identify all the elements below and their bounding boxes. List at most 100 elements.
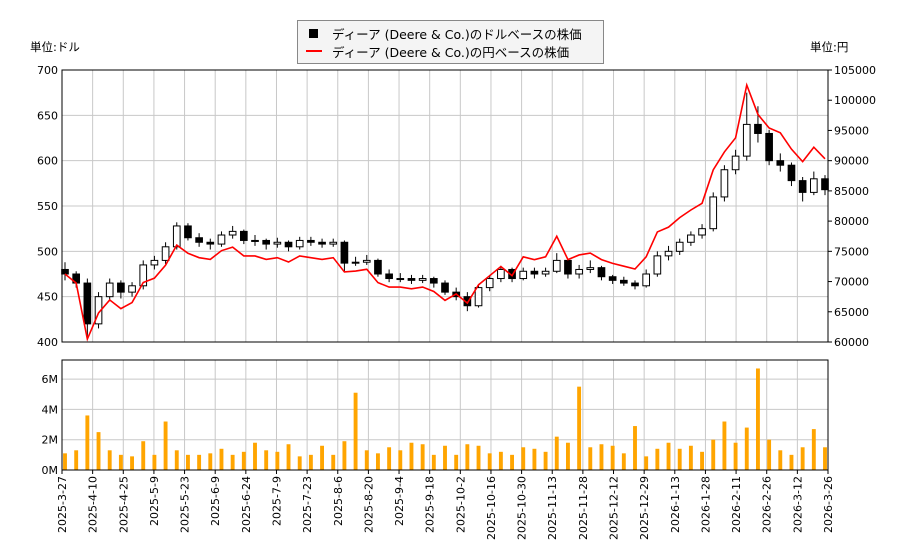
candle-up [396, 278, 405, 281]
legend: ディーア (Deere & Co.)のドルベースの株価 ディーア (Deere … [297, 20, 604, 64]
volume-bar [431, 454, 436, 470]
candle-up [128, 285, 136, 293]
candle-down [83, 282, 92, 325]
right-y-tick-label: 80000 [834, 215, 869, 228]
candle-up [698, 228, 706, 236]
volume-y-tick-label: 4M [42, 403, 59, 416]
volume-bar [800, 447, 805, 470]
candle-up [519, 270, 528, 280]
candle-up [675, 241, 684, 252]
volume-bar [342, 441, 347, 470]
candle-up [552, 259, 561, 272]
right-y-tick-label: 95000 [834, 124, 869, 137]
right-y-tick-label: 70000 [834, 276, 869, 289]
volume-bar [811, 429, 816, 470]
volume-y-tick-label: 0M [42, 464, 59, 477]
volume-bar [722, 421, 727, 470]
candle-up [139, 264, 148, 287]
candle-up [474, 287, 483, 307]
candle-down [307, 239, 315, 243]
volume-plot-frame [61, 359, 829, 471]
legend-entry-usd: ディーア (Deere & Co.)のドルベースの株価 [306, 24, 582, 42]
volume-bar [778, 450, 783, 470]
x-tick-label: 2025-10-30 [516, 476, 529, 540]
volume-bar [174, 450, 179, 470]
volume-y-tick-label: 2M [42, 434, 59, 447]
volume-bar [454, 454, 459, 470]
candle-down [619, 279, 628, 284]
left-y-tick-label: 600 [37, 155, 58, 168]
volume-bar [465, 444, 470, 470]
volume-bar [711, 439, 716, 470]
candle-up [362, 259, 371, 263]
volume-bar [253, 442, 257, 470]
volume-bar [96, 432, 101, 470]
right-y-tick-label: 105000 [834, 64, 876, 77]
x-tick-label: 2025-4-25 [117, 476, 130, 533]
x-tick-label: 2025-3-27 [56, 476, 69, 533]
volume-bar [733, 442, 738, 470]
candle-down [318, 241, 326, 245]
volume-bar [409, 442, 414, 470]
x-tick-label: 2025-6-24 [240, 476, 253, 533]
candle-up [653, 255, 662, 275]
x-tick-label: 2025-11-28 [577, 476, 590, 540]
right-y-tick-label: 65000 [834, 306, 869, 319]
candle-down [407, 278, 416, 281]
volume-bar [476, 445, 481, 470]
candle-down [429, 278, 438, 284]
left-y-tick-label: 450 [37, 291, 58, 304]
volume-bar [610, 445, 615, 470]
candle-down [61, 268, 69, 275]
candle-up [687, 234, 695, 243]
volume-bar [364, 450, 369, 470]
volume-bar [543, 451, 548, 470]
x-tick-label: 2025-7-23 [301, 476, 314, 533]
yen-price-line [64, 82, 826, 342]
volume-bar [219, 448, 224, 470]
candle-up [273, 241, 282, 245]
volume-bar [487, 453, 492, 470]
volume-bar [353, 392, 358, 470]
right-axis-unit: 単位:円 [810, 40, 849, 54]
legend-label-usd: ディーア (Deere & Co.)のドルベースの株価 [332, 26, 582, 42]
candle-up [161, 246, 170, 261]
volume-bar [230, 454, 235, 470]
volume-bar [688, 445, 693, 470]
candle-up [709, 196, 718, 230]
x-tick-label: 2026-1-28 [699, 476, 712, 533]
candle-down [776, 160, 785, 166]
candle-down [385, 273, 393, 280]
candle-down [765, 132, 773, 162]
volume-bar [510, 454, 515, 470]
candle-up [485, 278, 494, 289]
candle-up [172, 225, 181, 248]
volume-bar [633, 426, 637, 470]
volume-bar [264, 450, 269, 470]
x-tick-label: 2026-1-13 [669, 476, 682, 533]
candle-down [374, 259, 382, 275]
x-tick-label: 2025-10-2 [454, 476, 467, 533]
volume-bar [621, 453, 626, 470]
volume-bar [644, 456, 649, 470]
volume-bar [85, 415, 90, 470]
volume-bar [767, 439, 772, 470]
volume-bar [286, 444, 291, 470]
volume-bar [331, 454, 336, 470]
volume-bar [666, 442, 671, 470]
candle-down [262, 239, 271, 245]
left-y-tick-label: 400 [37, 336, 58, 349]
volume-bar [241, 451, 246, 470]
candle-up [720, 169, 729, 198]
volume-bar [577, 386, 582, 470]
legend-label-jpy: ディーア (Deere & Co.)の円ベースの株価 [332, 44, 570, 60]
volume-bar [398, 450, 403, 470]
volume-bar [420, 444, 425, 470]
x-tick-label: 2025-8-6 [332, 476, 345, 526]
left-y-tick-label: 550 [37, 200, 58, 213]
left-y-tick-label: 650 [37, 109, 58, 122]
volume-bar [599, 444, 604, 470]
volume-bar [208, 453, 213, 470]
left-y-tick-label: 500 [37, 245, 58, 258]
volume-bar [498, 451, 503, 470]
